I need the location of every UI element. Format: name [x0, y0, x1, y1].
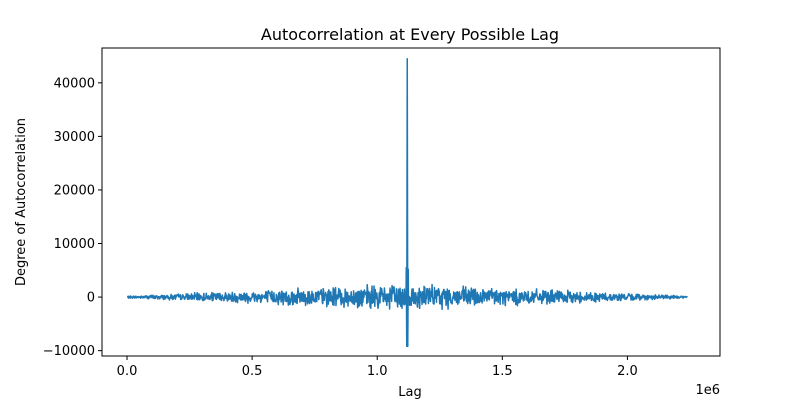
series-layer [126, 57, 688, 348]
x-tick-label: 1.0 [367, 364, 388, 379]
chart-title: Autocorrelation at Every Possible Lag [261, 25, 559, 44]
plot-frame [101, 47, 721, 357]
x-axis: 0.0 0.5 1.0 1.5 2.0 [117, 356, 638, 379]
x-axis-offset-label: 1e6 [695, 383, 720, 398]
x-axis-title: Lag [398, 385, 421, 400]
x-tick-label: 1.5 [492, 364, 513, 379]
x-tick-label: 2.0 [617, 364, 638, 379]
y-tick-label: 20000 [54, 183, 95, 198]
autocorrelation-series-line [126, 57, 688, 348]
x-tick-label: 0.0 [117, 364, 138, 379]
y-axis-title: Degree of Autocorrelation [14, 118, 29, 286]
y-axis: −10000 0 10000 20000 30000 40000 [43, 76, 102, 359]
y-tick-label: 0 [87, 291, 95, 306]
y-tick-label: −10000 [43, 344, 95, 359]
plot-area [102, 48, 720, 356]
y-tick-label: 10000 [54, 237, 95, 252]
y-tick-label: 30000 [54, 130, 95, 145]
y-tick-label: 40000 [54, 76, 95, 91]
x-tick-label: 0.5 [242, 364, 263, 379]
